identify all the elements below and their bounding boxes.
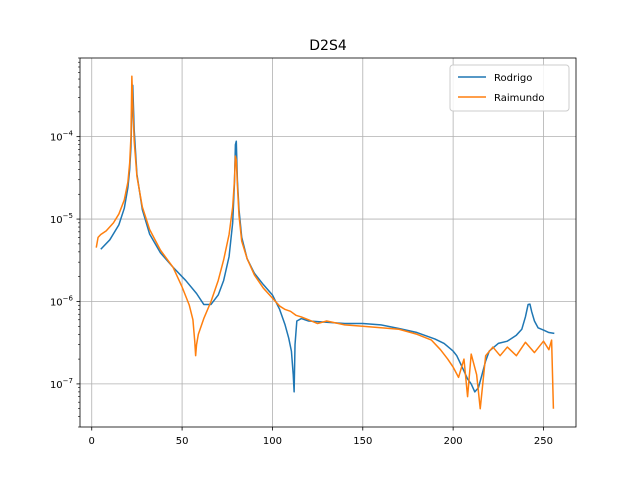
series-line-raimundo bbox=[95, 75, 555, 410]
y-tick-label: 10−4 bbox=[50, 130, 74, 144]
x-tick-label: 200 bbox=[444, 436, 463, 447]
y-tick-label: 10−7 bbox=[50, 377, 73, 391]
y-tick-label: 10−6 bbox=[50, 294, 74, 308]
x-tick-label: 100 bbox=[263, 436, 282, 447]
x-axis: 0 50 100 150 200 250 bbox=[89, 427, 553, 447]
x-tick-label: 0 bbox=[89, 436, 95, 447]
x-tick-label: 150 bbox=[353, 436, 372, 447]
y-axis: 10−7 10−6 10−5 10−4 bbox=[50, 57, 80, 428]
x-tick-label: 50 bbox=[176, 436, 189, 447]
legend: Rodrigo Raimundo bbox=[449, 64, 570, 112]
legend-label: Rodrigo bbox=[494, 73, 532, 84]
x-tick-label: 250 bbox=[534, 436, 553, 447]
plot-frame bbox=[79, 57, 577, 428]
chart-title: D2S4 bbox=[309, 38, 347, 54]
legend-label: Raimundo bbox=[494, 93, 545, 104]
y-tick-label: 10−5 bbox=[50, 212, 73, 226]
grid bbox=[80, 58, 576, 427]
series-line-rodrigo bbox=[100, 84, 555, 393]
series-group bbox=[95, 75, 555, 410]
legend-box bbox=[449, 64, 570, 112]
